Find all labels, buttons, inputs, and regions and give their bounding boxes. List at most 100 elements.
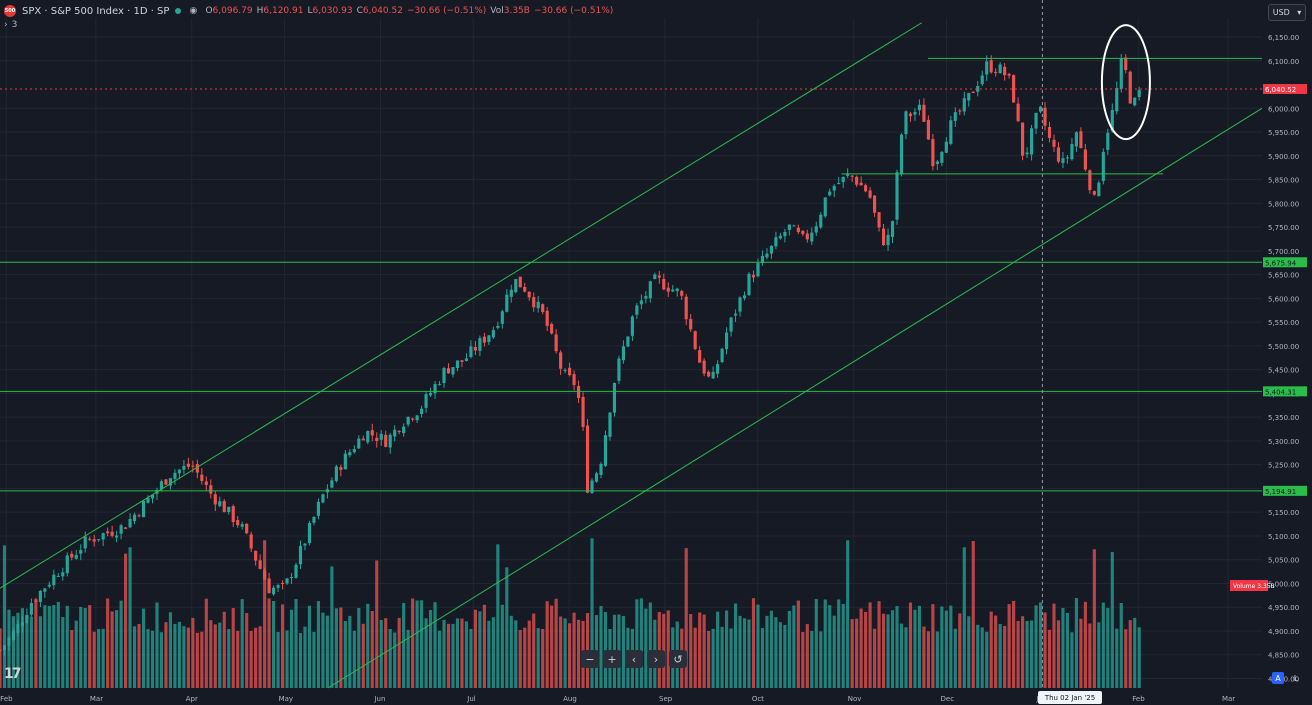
candle-body <box>720 348 724 363</box>
volume-bar <box>433 602 437 688</box>
volume-bar <box>316 601 321 688</box>
candle-body <box>1097 182 1101 197</box>
volume-bar <box>881 613 886 688</box>
volume-bar <box>846 540 850 688</box>
candle-body <box>272 587 276 595</box>
candle-body <box>263 570 267 580</box>
volume-bar <box>783 624 787 688</box>
volume-bar <box>415 600 419 688</box>
candle-body <box>509 289 513 297</box>
candle-body <box>298 545 303 565</box>
candle-body <box>83 536 87 549</box>
volume-bar <box>1012 600 1016 688</box>
scroll-right-button[interactable]: › <box>647 650 665 668</box>
volume-bar <box>819 631 823 688</box>
volume-bar <box>411 598 415 688</box>
indicators-count: 3 <box>11 20 18 30</box>
eye-icon[interactable]: ◉ <box>189 6 198 16</box>
candle-body <box>330 480 334 488</box>
volume-bar <box>550 605 554 688</box>
candle-body <box>841 176 845 183</box>
candle-body <box>231 506 235 522</box>
volume-bar <box>1025 620 1029 688</box>
volume-bar <box>402 602 406 688</box>
candle-body <box>792 225 796 227</box>
candle-body <box>460 360 464 362</box>
volume-bar <box>733 603 738 688</box>
candle-body <box>222 501 226 513</box>
volume-bar <box>0 628 2 688</box>
currency-label: USD <box>1272 8 1290 17</box>
price-tick-label: 5,600.00 <box>1268 295 1299 303</box>
volume-bar <box>168 612 173 688</box>
candle-body <box>653 274 657 279</box>
candle-body <box>935 161 939 164</box>
auto-scale-button[interactable]: A <box>1272 672 1284 684</box>
candle-body <box>895 172 899 220</box>
spx-logo-icon: 500 <box>4 5 16 17</box>
volume-bar <box>267 598 271 688</box>
zoom-in-button[interactable]: + <box>603 650 621 668</box>
log-scale-button[interactable]: L <box>1293 673 1299 683</box>
volume-bar <box>868 602 872 688</box>
candle-body <box>518 276 522 288</box>
volume-bar <box>491 617 495 688</box>
candle-body <box>321 494 325 503</box>
candle-body <box>532 297 536 308</box>
volume-bar <box>949 605 953 688</box>
candle-body <box>1043 107 1047 126</box>
volume-bar <box>97 628 101 688</box>
candle-body <box>1007 73 1011 76</box>
candle-body <box>899 134 904 174</box>
candle-body <box>527 291 531 298</box>
volume-bar <box>352 630 356 688</box>
candle-body <box>65 555 69 574</box>
candle-body <box>980 75 984 85</box>
candle-body <box>922 104 926 122</box>
volume-bar <box>769 610 773 688</box>
scroll-left-button[interactable]: ‹ <box>625 650 643 668</box>
price-tick-label: 5,700.00 <box>1268 248 1299 256</box>
volume-bar <box>841 603 845 688</box>
volume-bar <box>716 611 720 688</box>
candle-body <box>240 524 244 527</box>
candle-body <box>559 352 563 369</box>
volume-bar <box>357 608 361 688</box>
volume-bar <box>119 600 123 688</box>
candle-body <box>204 481 208 485</box>
ohlc-key: O <box>205 6 213 16</box>
volume-bar <box>38 616 42 688</box>
candle-body <box>1106 132 1110 150</box>
price-axis: 6,150.00 6,100.00 6,000.00 5,950.00 5,900.00… <box>1262 0 1312 705</box>
candle-body <box>828 191 832 196</box>
volume-bar <box>707 630 711 688</box>
candle-body <box>675 288 679 292</box>
candle-body <box>56 575 60 577</box>
candle-body <box>881 228 886 246</box>
candle-body <box>124 527 128 529</box>
time-tick-label: Apr <box>186 695 198 703</box>
volume-bar <box>823 599 827 688</box>
volume-bar <box>92 631 96 688</box>
zoom-out-button[interactable]: − <box>581 650 599 668</box>
volume-bar <box>146 629 150 688</box>
candle-body <box>97 539 101 541</box>
volume-bar <box>729 628 733 688</box>
symbol-title[interactable]: SPX · S&P 500 Index · 1D · SP <box>22 5 170 17</box>
volume-bar <box>29 616 33 688</box>
volume-bar <box>532 613 536 688</box>
volume-bar <box>298 632 303 688</box>
candle-body <box>635 305 639 315</box>
indicators-toggle[interactable]: › 3 <box>4 20 17 30</box>
currency-select[interactable]: USD ▾ <box>1268 4 1306 21</box>
candle-body <box>52 574 56 586</box>
candle-body <box>375 437 379 441</box>
reset-chart-button[interactable]: ↺ <box>669 650 687 668</box>
time-tick-label: Sep <box>659 695 673 703</box>
volume-bar <box>393 632 397 688</box>
volume-bar <box>124 553 128 688</box>
volume-bar <box>1021 616 1025 688</box>
time-tick-label: Jun <box>373 695 385 703</box>
volume-bar <box>899 623 904 688</box>
